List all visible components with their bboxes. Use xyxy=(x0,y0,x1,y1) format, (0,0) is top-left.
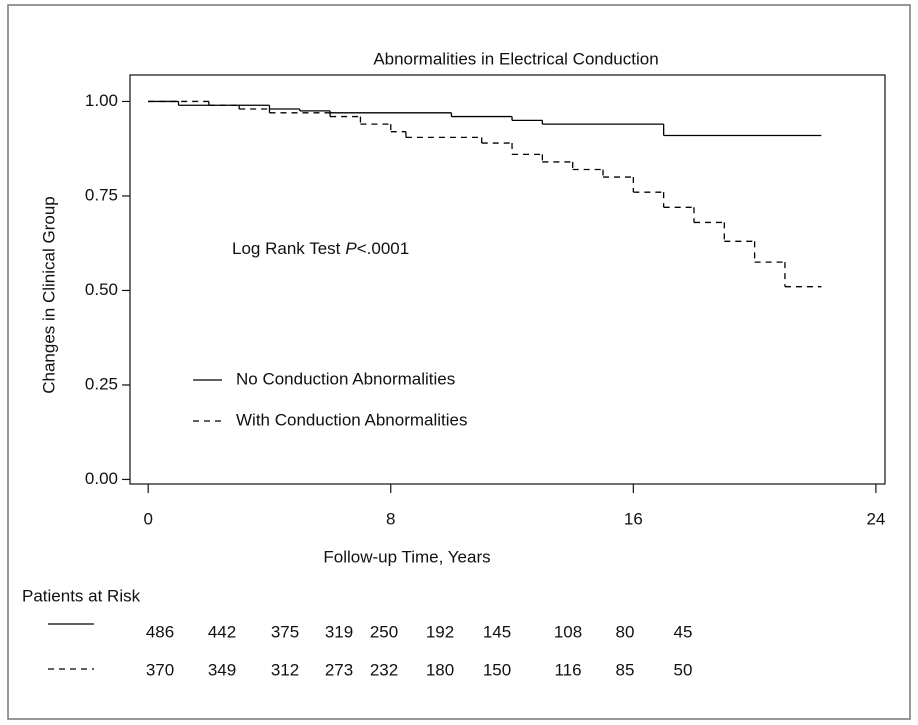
risk-count: 273 xyxy=(325,660,353,679)
risk-count: 250 xyxy=(370,622,398,641)
y-tick-label: 1.00 xyxy=(85,91,118,110)
legend-label: With Conduction Abnormalities xyxy=(236,410,468,429)
y-tick-label: 0.25 xyxy=(85,374,118,393)
x-tick-label: 0 xyxy=(143,509,152,528)
risk-count: 150 xyxy=(483,660,511,679)
risk-count: 319 xyxy=(325,622,353,641)
risk-table-title: Patients at Risk xyxy=(22,586,141,605)
annotation-text: Log Rank Test xyxy=(232,239,341,258)
risk-count: 180 xyxy=(426,660,454,679)
risk-count: 108 xyxy=(554,622,582,641)
risk-count: 486 xyxy=(146,622,174,641)
risk-count: 50 xyxy=(674,660,693,679)
x-tick-label: 16 xyxy=(624,509,643,528)
x-axis-label: Follow-up Time, Years xyxy=(323,547,490,566)
risk-count: 116 xyxy=(554,660,581,679)
plot-area xyxy=(129,74,886,485)
y-tick-label: 0.00 xyxy=(85,469,118,488)
y-tick-label: 0.50 xyxy=(85,280,118,299)
risk-count: 45 xyxy=(674,622,693,641)
risk-count: 349 xyxy=(208,660,236,679)
annotation: Log Rank Test P<.0001 xyxy=(232,239,409,258)
annotation-text: <.0001 xyxy=(357,239,409,258)
risk-count: 312 xyxy=(271,660,299,679)
risk-count: 232 xyxy=(370,660,398,679)
risk-count: 442 xyxy=(208,622,236,641)
y-tick-label: 0.75 xyxy=(85,185,118,204)
risk-count: 192 xyxy=(426,622,454,641)
annotation-text: P xyxy=(345,239,357,258)
x-tick-label: 8 xyxy=(386,509,395,528)
risk-count: 375 xyxy=(271,622,299,641)
y-axis-label: Changes in Clinical Group xyxy=(39,196,58,394)
risk-count: 85 xyxy=(616,660,635,679)
x-tick-label: 24 xyxy=(866,509,885,528)
risk-count: 80 xyxy=(616,622,635,641)
chart-title: Abnormalities in Electrical Conduction xyxy=(373,49,658,68)
frame xyxy=(7,4,911,720)
legend-label: No Conduction Abnormalities xyxy=(236,369,455,388)
risk-count: 370 xyxy=(146,660,174,679)
risk-count: 145 xyxy=(483,622,511,641)
